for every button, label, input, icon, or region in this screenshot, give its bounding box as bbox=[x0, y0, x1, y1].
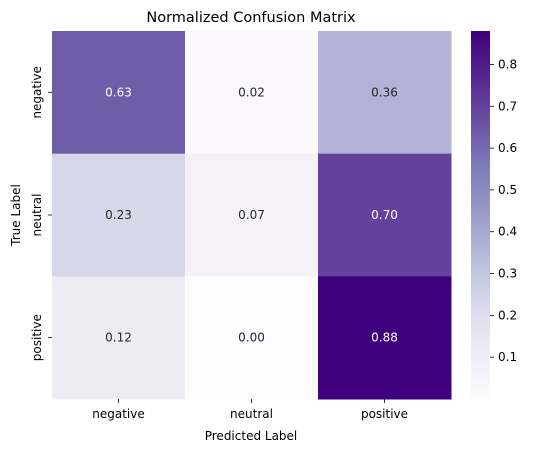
y-tick-label: positive bbox=[30, 314, 44, 361]
cell-value-label: 0.00 bbox=[238, 331, 265, 345]
colorbar-ticks: 0.1 0.2 0.3 0.4 0.5 0.6 0.7 0.8 bbox=[490, 57, 517, 364]
x-tick-label: neutral bbox=[230, 407, 273, 421]
x-axis-ticks: negative neutral positive bbox=[92, 399, 408, 421]
colorbar-tick-label: 0.4 bbox=[498, 225, 517, 239]
y-tick-label: neutral bbox=[30, 194, 44, 237]
cell-value-label: 0.12 bbox=[105, 331, 132, 345]
y-axis-label: True Label bbox=[9, 184, 23, 247]
cell-value-label: 0.02 bbox=[238, 85, 265, 99]
colorbar-tick-label: 0.2 bbox=[498, 308, 517, 322]
colorbar-tick-label: 0.3 bbox=[498, 267, 517, 281]
x-axis-label: Predicted Label bbox=[205, 429, 298, 443]
colorbar-tick-label: 0.6 bbox=[498, 141, 517, 155]
colorbar-tick-label: 0.8 bbox=[498, 57, 517, 71]
heatmap-cells: 0.63 0.02 0.36 0.23 0.07 0.70 0.12 0.00 0.88 bbox=[52, 31, 452, 400]
y-tick-label: negative bbox=[30, 66, 44, 118]
y-axis-ticks: negative neutral positive bbox=[30, 66, 52, 361]
cell-value-label: 0.63 bbox=[105, 85, 132, 99]
cell-value-label: 0.23 bbox=[105, 208, 132, 222]
x-tick-label: positive bbox=[361, 407, 408, 421]
cell-value-label: 0.70 bbox=[371, 208, 398, 222]
colorbar-tick-label: 0.7 bbox=[498, 99, 517, 113]
colorbar bbox=[471, 31, 490, 399]
colorbar-tick-label: 0.1 bbox=[498, 350, 517, 364]
cell-value-label: 0.36 bbox=[371, 85, 398, 99]
x-tick-label: negative bbox=[92, 407, 144, 421]
cell-value-label: 0.88 bbox=[371, 331, 398, 345]
chart-title: Normalized Confusion Matrix bbox=[146, 10, 356, 26]
colorbar-tick-label: 0.5 bbox=[498, 183, 517, 197]
cell-value-label: 0.07 bbox=[238, 208, 265, 222]
